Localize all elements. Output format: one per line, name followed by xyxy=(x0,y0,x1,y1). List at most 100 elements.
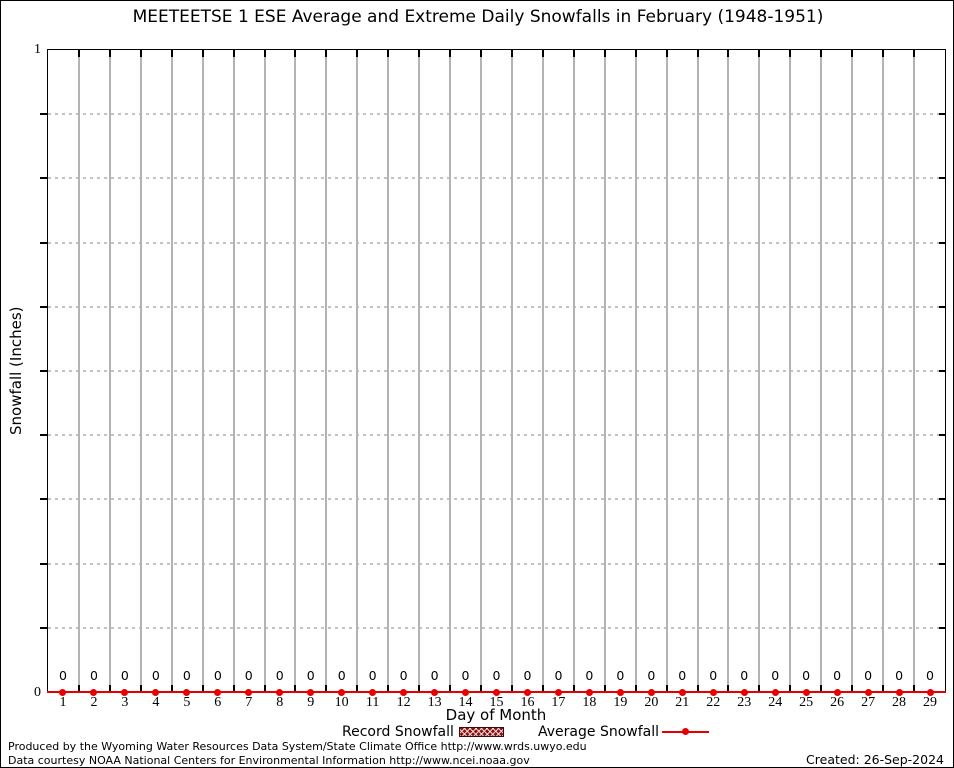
data-point-marker xyxy=(369,689,377,696)
grid-hline xyxy=(48,498,945,501)
data-point-marker xyxy=(647,689,655,696)
data-point-marker xyxy=(740,689,748,696)
x-tick-label: 25 xyxy=(799,695,814,710)
data-point-marker xyxy=(833,689,841,696)
x-tick-label: 9 xyxy=(307,695,315,710)
value-label: 0 xyxy=(585,668,594,683)
x-tick-label: 19 xyxy=(613,695,628,710)
y-tick-right xyxy=(939,241,945,244)
x-tick-top xyxy=(913,50,916,57)
x-tick-top xyxy=(572,50,575,57)
value-label: 0 xyxy=(895,668,904,683)
x-tick-label: 26 xyxy=(830,695,845,710)
x-tick-bottom xyxy=(139,685,142,692)
x-tick-label: 14 xyxy=(458,695,473,710)
data-point-marker xyxy=(864,689,872,696)
grid-vline xyxy=(665,50,668,692)
legend-record-snowfall-label: Record Snowfall xyxy=(342,724,454,740)
grid-vline xyxy=(572,50,575,692)
x-tick-top xyxy=(387,50,390,57)
data-point-marker xyxy=(678,689,686,696)
y-tick-left xyxy=(40,626,47,629)
grid-vline xyxy=(541,50,544,692)
x-tick-top xyxy=(356,50,359,57)
data-point-marker xyxy=(616,689,624,696)
grid-vline xyxy=(634,50,637,692)
data-point-marker xyxy=(121,689,129,696)
y-axis-label: Snowfall (Inches) xyxy=(7,306,25,435)
value-label: 0 xyxy=(244,668,253,683)
grid-vline xyxy=(77,50,80,692)
x-tick-bottom xyxy=(913,685,916,692)
x-tick-label: 1 xyxy=(59,695,67,710)
x-tick-bottom xyxy=(294,685,297,692)
data-point-marker xyxy=(245,689,253,696)
value-label: 0 xyxy=(523,668,532,683)
x-tick-bottom xyxy=(263,685,266,692)
grid-vline xyxy=(232,50,235,692)
x-tick-label: 20 xyxy=(644,695,659,710)
y-tick-right xyxy=(939,177,945,180)
value-label: 0 xyxy=(678,668,687,683)
x-tick-label: 3 xyxy=(121,695,129,710)
x-tick-bottom xyxy=(170,685,173,692)
grid-vline xyxy=(510,50,513,692)
x-tick-top xyxy=(170,50,173,57)
grid-vline xyxy=(449,50,452,692)
value-label: 0 xyxy=(926,668,934,683)
value-label: 0 xyxy=(182,668,191,683)
x-tick-label: 16 xyxy=(520,695,535,710)
grid-vline xyxy=(851,50,854,692)
x-tick-top xyxy=(851,50,854,57)
x-tick-label: 4 xyxy=(152,695,160,710)
grid-hline xyxy=(48,626,945,629)
y-axis-tick-label-top: 1 xyxy=(34,42,41,57)
data-point-marker xyxy=(214,689,222,696)
x-tick-top xyxy=(541,50,544,57)
x-tick-label: 24 xyxy=(768,695,783,710)
value-label: 0 xyxy=(554,668,563,683)
plot-area xyxy=(47,49,946,693)
x-tick-label: 8 xyxy=(276,695,284,710)
grid-vline xyxy=(356,50,359,692)
data-point-marker xyxy=(59,689,67,696)
value-label: 0 xyxy=(833,668,842,683)
x-tick-label: 21 xyxy=(675,695,690,710)
y-tick-left xyxy=(40,241,47,244)
x-tick-bottom xyxy=(820,685,823,692)
x-tick-top xyxy=(325,50,328,57)
x-tick-bottom xyxy=(541,685,544,692)
average-snowfall-legend-marker-icon xyxy=(682,728,689,735)
x-tick-label: 15 xyxy=(489,695,504,710)
x-tick-bottom xyxy=(418,685,421,692)
grid-vline xyxy=(201,50,204,692)
x-tick-bottom xyxy=(696,685,699,692)
grid-vline xyxy=(139,50,142,692)
value-label: 0 xyxy=(740,668,749,683)
x-tick-label: 27 xyxy=(861,695,876,710)
y-tick-right xyxy=(939,370,945,372)
value-label: 0 xyxy=(151,668,160,683)
data-point-marker xyxy=(926,689,934,696)
y-tick-left xyxy=(40,370,47,372)
y-tick-left xyxy=(40,562,47,565)
x-tick-label: 5 xyxy=(183,695,191,710)
value-label: 0 xyxy=(399,668,408,683)
grid-hline xyxy=(48,113,945,116)
x-tick-label: 29 xyxy=(923,695,938,710)
value-label: 0 xyxy=(337,668,346,683)
x-tick-top xyxy=(758,50,761,57)
grid-vline xyxy=(882,50,885,692)
y-tick-right xyxy=(939,434,945,437)
x-tick-bottom xyxy=(77,685,80,692)
x-tick-bottom xyxy=(201,685,204,692)
data-point-marker xyxy=(709,689,717,696)
record-snowfall-swatch-icon xyxy=(459,727,504,737)
value-label: 0 xyxy=(802,668,811,683)
data-point-marker xyxy=(585,689,593,696)
x-tick-top xyxy=(820,50,823,57)
x-tick-top xyxy=(201,50,204,57)
x-tick-bottom xyxy=(665,685,668,692)
x-tick-top xyxy=(139,50,142,57)
